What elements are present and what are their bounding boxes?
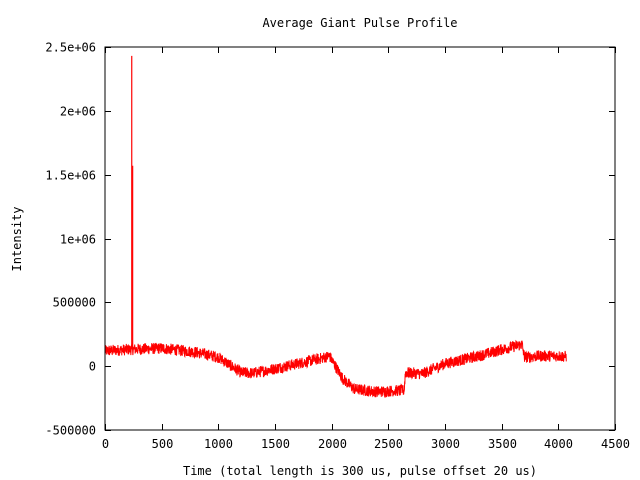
y-tick-label: -500000 — [45, 424, 96, 438]
y-tick-label: 2e+06 — [60, 105, 96, 119]
x-tick-label: 500 — [152, 437, 174, 451]
axes-layer: 0 500 1000 1500 2000 2500 3000 3500 4000 4500 -500… — [45, 41, 630, 452]
chart-title: Average Giant Pulse Profile — [262, 16, 457, 30]
x-tick-label: 3500 — [488, 437, 517, 451]
x-axis-label: Time (total length is 300 us, pulse offs… — [183, 464, 537, 478]
series-layer — [104, 55, 567, 398]
y-tick-label: 1.5e+06 — [45, 169, 96, 183]
y-tick-label: 2.5e+06 — [45, 41, 96, 55]
x-tick-label: 2000 — [318, 437, 347, 451]
x-tick-label: 2500 — [374, 437, 403, 451]
y-tick-label: 0 — [89, 360, 96, 374]
series-line — [104, 339, 567, 398]
x-tick-label: 4000 — [544, 437, 573, 451]
x-tick-label: 0 — [102, 437, 109, 451]
x-tick-label: 1000 — [204, 437, 233, 451]
y-tick-label: 1e+06 — [60, 233, 96, 247]
x-tick-label: 4500 — [601, 437, 630, 451]
plot-frame — [104, 46, 616, 431]
x-tick-label: 1500 — [261, 437, 290, 451]
y-axis-label: Intensity — [10, 206, 24, 271]
x-tick-label: 3000 — [431, 437, 460, 451]
y-tick-label: 500000 — [53, 296, 96, 310]
